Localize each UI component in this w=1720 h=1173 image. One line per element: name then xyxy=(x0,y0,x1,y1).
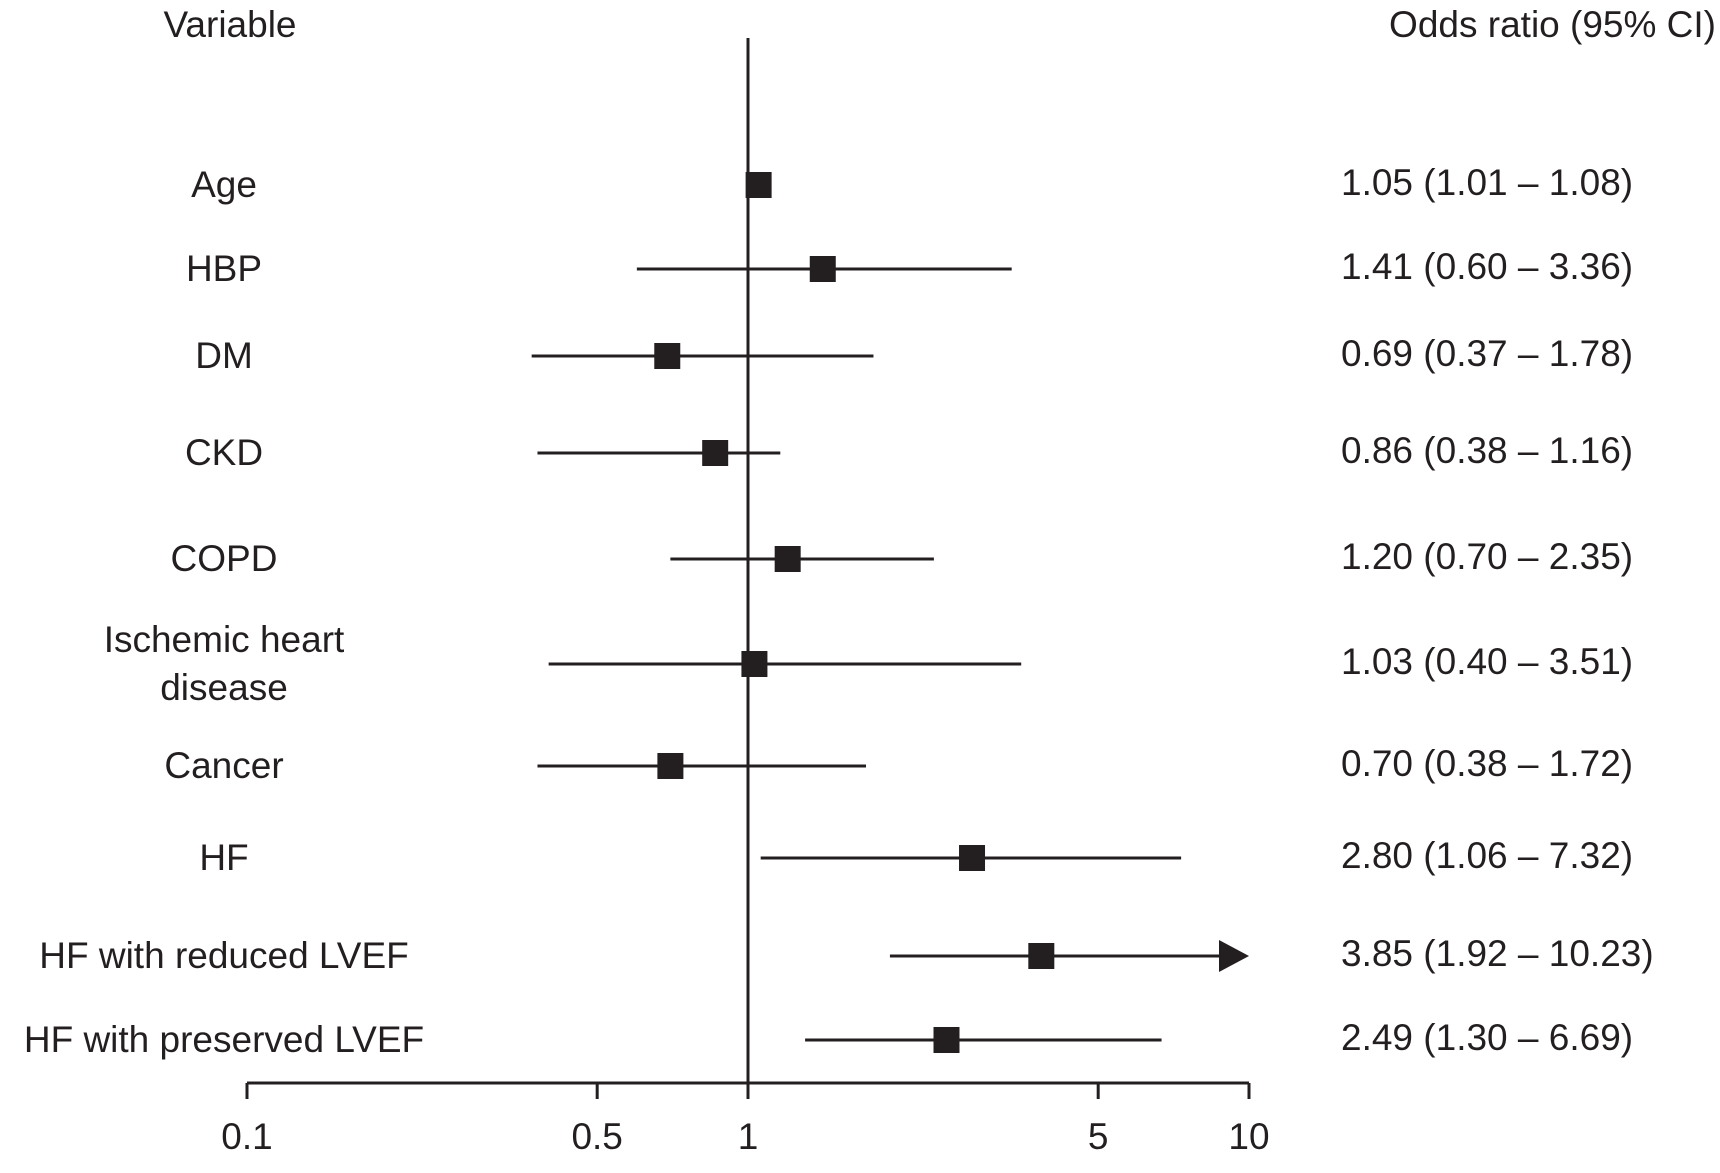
estimate-label: 0.70 (0.38 – 1.72) xyxy=(1341,743,1633,784)
x-tick-label: 0.1 xyxy=(221,1116,272,1157)
estimate-label: 0.69 (0.37 – 1.78) xyxy=(1341,333,1633,374)
odds-ratio-marker xyxy=(774,546,801,572)
odds-ratio-marker xyxy=(745,172,772,198)
estimate-label: 1.05 (1.01 – 1.08) xyxy=(1341,162,1633,203)
odds-ratio-marker xyxy=(933,1027,960,1053)
variable-label: Age xyxy=(191,164,257,205)
estimate-label: 2.49 (1.30 – 6.69) xyxy=(1341,1017,1633,1058)
x-tick-label: 5 xyxy=(1088,1116,1109,1157)
x-tick-label: 10 xyxy=(1228,1116,1269,1157)
odds-ratio-marker xyxy=(654,343,681,369)
column-header: Variable xyxy=(163,4,296,45)
variable-label: HBP xyxy=(185,248,263,289)
variable-label: HF with reduced LVEF xyxy=(39,935,409,976)
variable-label: HF xyxy=(199,837,249,878)
estimate-label: 2.80 (1.06 – 7.32) xyxy=(1341,835,1633,876)
variable-label: COPD xyxy=(170,538,278,579)
estimate-label: 3.85 (1.92 – 10.23) xyxy=(1341,933,1654,974)
odds-ratio-marker xyxy=(741,651,768,677)
variable-label: CKD xyxy=(184,432,264,473)
ci-arrow xyxy=(1219,940,1249,972)
variable-label: Ischemic heart disease xyxy=(103,619,345,708)
odds-ratio-marker xyxy=(657,753,684,779)
column-header: Odds ratio (95% CI) xyxy=(1389,4,1716,45)
estimate-label: 1.41 (0.60 – 3.36) xyxy=(1341,246,1633,287)
odds-ratio-marker xyxy=(959,845,986,871)
odds-ratio-marker xyxy=(702,440,729,466)
odds-ratio-marker xyxy=(809,256,836,282)
x-tick-label: 1 xyxy=(738,1116,759,1157)
x-tick-label: 0.5 xyxy=(571,1116,622,1157)
estimate-label: 0.86 (0.38 – 1.16) xyxy=(1341,430,1633,471)
estimate-label: 1.20 (0.70 – 2.35) xyxy=(1341,536,1633,577)
variable-label: HF with preserved LVEF xyxy=(23,1019,425,1060)
variable-label: Cancer xyxy=(164,745,284,786)
variable-label: DM xyxy=(195,335,253,376)
odds-ratio-marker xyxy=(1028,943,1055,969)
estimate-label: 1.03 (0.40 – 3.51) xyxy=(1341,641,1633,682)
